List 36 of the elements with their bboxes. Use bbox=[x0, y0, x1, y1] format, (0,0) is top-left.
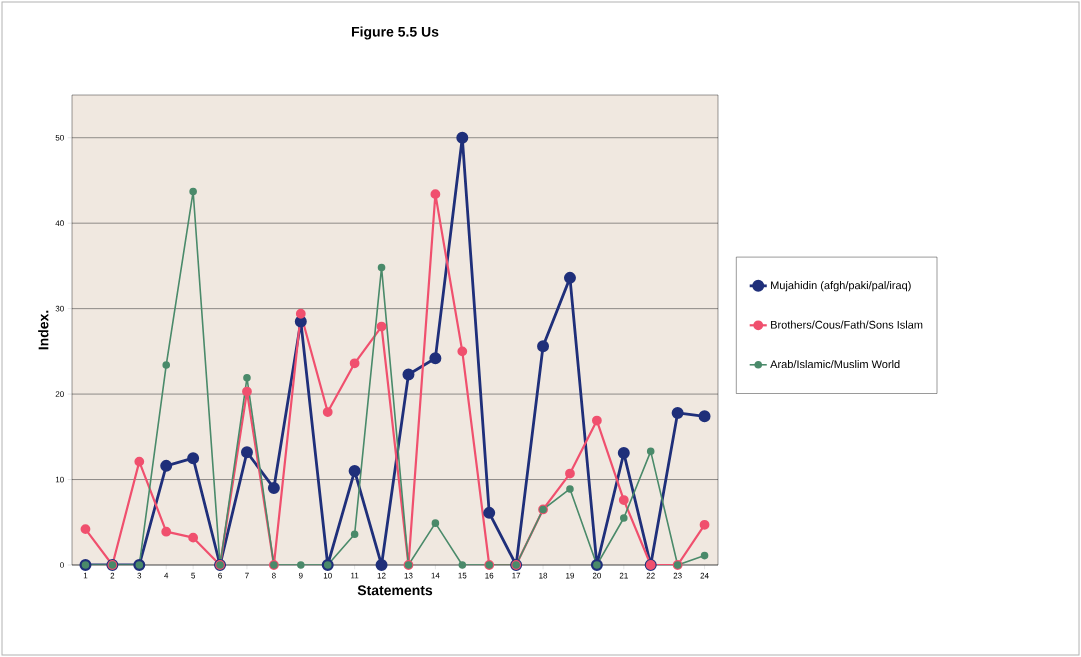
x-tick-label: 12 bbox=[377, 572, 386, 579]
x-tick-label: 23 bbox=[673, 572, 682, 579]
x-tick-label: 9 bbox=[298, 572, 303, 579]
x-tick-label: 4 bbox=[164, 572, 169, 579]
x-tick-label: 13 bbox=[404, 572, 413, 579]
y-tick-label: 10 bbox=[55, 476, 64, 483]
x-tick-label: 15 bbox=[458, 572, 467, 579]
y-tick-label: 40 bbox=[55, 220, 64, 227]
x-tick-label: 11 bbox=[351, 572, 359, 579]
x-tick-label: 2 bbox=[110, 572, 115, 579]
y-tick-label: 50 bbox=[55, 134, 64, 141]
y-axis-title: Index. bbox=[38, 310, 49, 350]
x-tick-label: 6 bbox=[218, 572, 222, 579]
x-tick-label: 10 bbox=[323, 572, 332, 579]
y-tick-label: 30 bbox=[55, 305, 64, 312]
legend-label: Brothers/Cous/Fath/Sons Islam bbox=[771, 320, 923, 329]
x-tick-label: 16 bbox=[485, 572, 494, 579]
x-tick-label: 19 bbox=[566, 572, 575, 579]
x-tick-label: 24 bbox=[700, 572, 709, 579]
x-tick-label: 1 bbox=[83, 572, 88, 579]
legend-label: Arab/Islamic/Muslim World bbox=[770, 360, 900, 369]
x-tick-label: 3 bbox=[137, 572, 142, 579]
x-tick-label: 22 bbox=[646, 572, 655, 579]
x-tick-label: 8 bbox=[272, 572, 276, 579]
x-tick-label: 20 bbox=[592, 572, 602, 579]
x-tick-label: 5 bbox=[191, 572, 196, 579]
x-axis-title: Statements bbox=[357, 585, 433, 596]
x-tick-label: 17 bbox=[512, 572, 521, 579]
x-tick-label: 18 bbox=[539, 572, 548, 579]
y-tick-label: 0 bbox=[60, 562, 64, 568]
x-tick-label: 21 bbox=[619, 572, 628, 579]
x-tick-label: 7 bbox=[245, 572, 249, 579]
chart-title: Figure 5.5 Us bbox=[351, 26, 439, 40]
y-tick-label: 20 bbox=[55, 391, 64, 397]
legend-label: Mujahidin (afgh/paki/pal/iraq) bbox=[771, 281, 911, 292]
x-tick-label: 14 bbox=[431, 572, 440, 579]
